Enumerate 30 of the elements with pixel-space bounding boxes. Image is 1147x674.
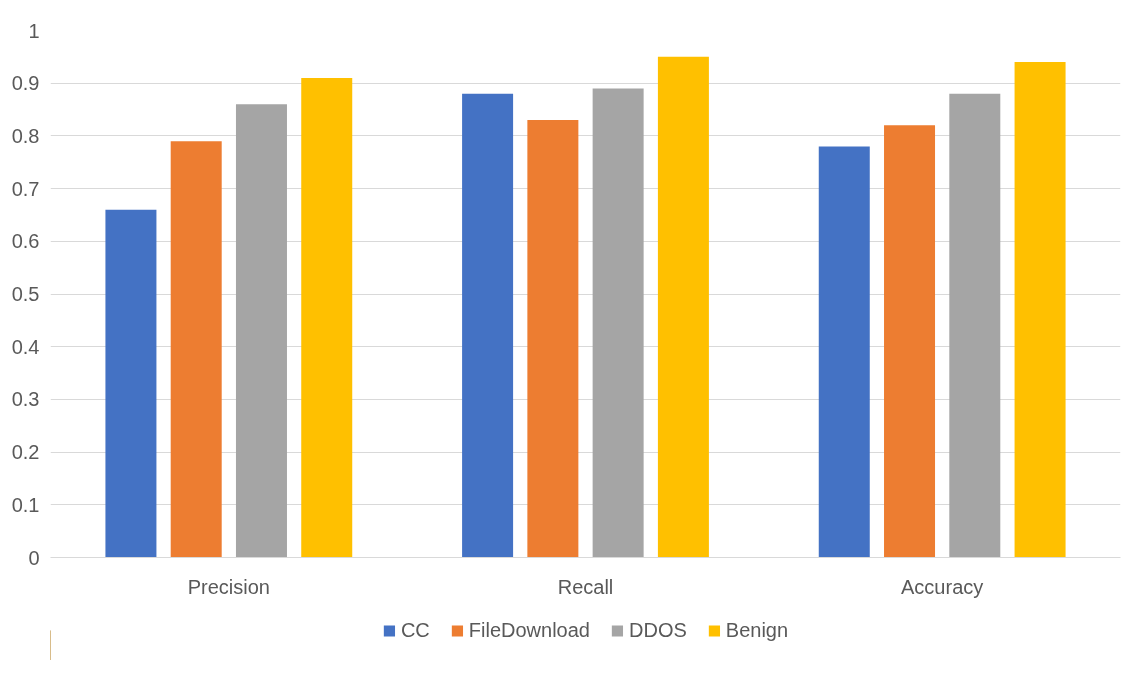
y-tick-label: 1 <box>28 19 40 42</box>
bar <box>170 141 222 558</box>
bar <box>818 146 870 558</box>
bar <box>527 120 579 558</box>
bar <box>884 125 936 558</box>
y-tick-label: 0.5 <box>11 283 40 305</box>
x-tick-label: Accuracy <box>901 575 984 598</box>
y-tick-label: 0 <box>28 546 40 569</box>
y-tick-label: 0.1 <box>11 493 40 516</box>
legend-label: FileDownload <box>468 618 590 642</box>
bar <box>592 88 644 558</box>
bar <box>105 209 157 558</box>
legend-label: DDOS <box>628 618 687 642</box>
y-tick-label: 0.2 <box>11 441 40 464</box>
x-tick-label: Recall <box>557 575 614 598</box>
legend-label: CC <box>400 618 430 642</box>
bar <box>949 93 1001 558</box>
bar <box>1014 62 1066 558</box>
y-tick-label: 0.7 <box>11 177 40 200</box>
bar <box>301 77 353 558</box>
bar <box>462 93 514 558</box>
y-tick-label: 0.9 <box>11 72 40 95</box>
bar <box>235 104 287 558</box>
y-tick-label: 0.8 <box>11 124 40 147</box>
x-tick-label: Precision <box>187 575 270 598</box>
y-tick-label: 0.4 <box>11 335 40 358</box>
bar <box>657 56 709 558</box>
y-tick-label: 0.6 <box>11 230 40 253</box>
legend-label: Benign <box>725 618 789 642</box>
y-tick-label: 0.3 <box>11 388 40 411</box>
